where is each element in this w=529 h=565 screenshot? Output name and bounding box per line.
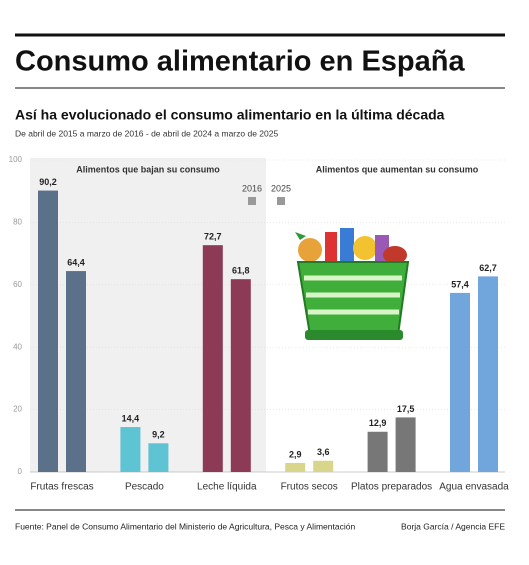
value-label: 17,5: [397, 404, 415, 414]
x-tick-label: Frutos secos: [281, 482, 338, 493]
value-label: 9,2: [152, 430, 165, 440]
food-icon: [340, 228, 354, 262]
group-label: Alimentos que aumentan su consumo: [316, 164, 479, 174]
food-icon: [383, 246, 407, 264]
value-label: 64,4: [67, 257, 85, 267]
bar: [285, 462, 306, 472]
food-icon: [295, 232, 306, 240]
legend-label: 2016: [242, 183, 262, 193]
plot: 0 20 40 60 80 100 Alimentos que bajan su consu…: [9, 155, 510, 493]
bar: [148, 443, 169, 472]
group-label: Alimentos que bajan su consumo: [76, 164, 220, 174]
legend-swatch: [248, 197, 256, 205]
x-tick-label: Frutas frescas: [30, 482, 93, 493]
y-tick-label: 100: [9, 155, 23, 164]
value-label: 14,4: [122, 413, 140, 423]
bar: [38, 190, 58, 473]
bar: [395, 417, 416, 472]
title: Consumo alimentario en España: [15, 46, 465, 78]
value-label: 72,7: [204, 232, 222, 242]
food-icon: [298, 238, 322, 262]
bar: [202, 245, 223, 472]
value-label: 61,8: [232, 266, 250, 276]
x-tick-label: Agua envasada: [439, 482, 509, 493]
x-tick-label: Pescado: [125, 482, 164, 493]
value-label: 12,9: [369, 418, 387, 428]
credit: Borja García / Agencia EFE: [401, 521, 505, 531]
subtitle: Así ha evolucionado el consumo alimentar…: [15, 107, 445, 123]
bar: [230, 279, 251, 472]
food-icon: [353, 236, 377, 260]
value-label: 3,6: [317, 447, 330, 457]
basket-illustration: [295, 228, 410, 340]
decrease-panel: [30, 158, 266, 472]
y-tick-label: 40: [13, 342, 22, 351]
bar: [120, 427, 141, 472]
period-note: De abril de 2015 a marzo de 2016 - de ab…: [15, 128, 278, 138]
x-tick-label: Platos preparados: [351, 482, 432, 493]
basket-base: [305, 330, 403, 340]
legend-swatch: [277, 197, 285, 205]
y-tick-label: 20: [13, 405, 22, 414]
source: Fuente: Panel de Consumo Alimentario del…: [15, 521, 355, 531]
x-tick-label: Leche líquida: [197, 482, 257, 493]
y-tick-label: 60: [13, 280, 22, 289]
basket-weave: [304, 275, 402, 315]
basket: [296, 261, 410, 336]
bar: [313, 460, 334, 472]
bar: [367, 431, 388, 472]
value-label: 2,9: [289, 449, 302, 459]
y-tick-label: 80: [13, 218, 22, 227]
bar: [66, 271, 86, 472]
y-tick-label: 0: [18, 467, 23, 476]
value-label: 62,7: [479, 263, 497, 273]
bar: [478, 276, 498, 472]
legend-label: 2025: [271, 183, 291, 193]
value-label: 57,4: [451, 279, 469, 289]
food-icon: [325, 232, 337, 262]
bar: [450, 292, 470, 472]
value-label: 90,2: [39, 177, 57, 187]
